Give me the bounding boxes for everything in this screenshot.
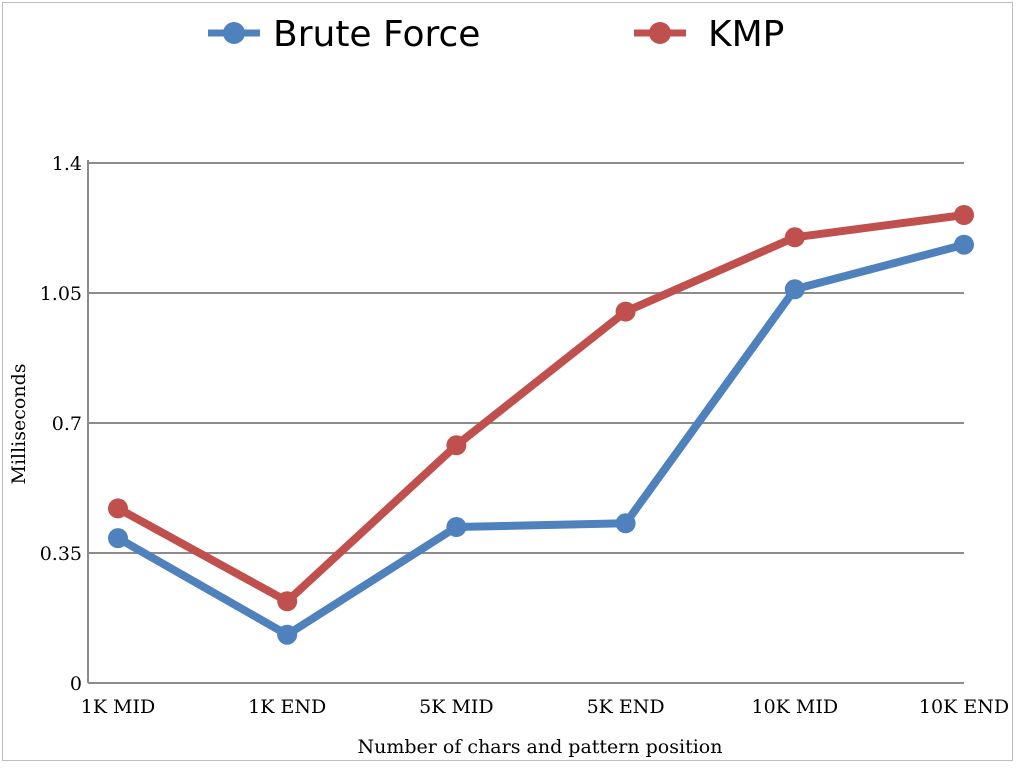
legend-item-kmp: KMP bbox=[634, 14, 784, 55]
data-point-brute-force bbox=[446, 517, 467, 537]
data-point-brute-force bbox=[615, 513, 636, 534]
data-point-brute-force bbox=[784, 279, 805, 300]
x-tick-label: 1K MID bbox=[81, 696, 156, 718]
legend-item-brute-force: Brute Force bbox=[208, 14, 480, 55]
x-axis-title: Number of chars and pattern position bbox=[358, 736, 723, 758]
x-tick-label: 5K MID bbox=[419, 696, 494, 718]
axes bbox=[87, 160, 964, 684]
data-point-brute-force bbox=[954, 234, 974, 255]
grid-lines bbox=[88, 162, 964, 554]
legend-label-brute-force: Brute Force bbox=[273, 14, 480, 55]
x-tick-label: 5K END bbox=[587, 696, 665, 718]
data-point-kmp bbox=[446, 435, 467, 456]
x-tick-label: 10K END bbox=[919, 696, 1009, 718]
x-tick-label: 1K END bbox=[248, 696, 326, 718]
data-point-kmp bbox=[954, 205, 974, 225]
data-point-kmp bbox=[277, 591, 298, 612]
legend-swatch-marker bbox=[649, 22, 671, 44]
legend-swatch-marker bbox=[223, 22, 245, 44]
series-line-kmp bbox=[114, 211, 968, 606]
y-tick-labels: 0 0.35 0.7 1.05 1.4 bbox=[40, 153, 82, 695]
y-tick-label: 0.35 bbox=[40, 543, 82, 565]
y-axis-title: Milliseconds bbox=[8, 364, 30, 485]
legend-label-kmp: KMP bbox=[708, 14, 784, 55]
legend: Brute Force KMP bbox=[208, 14, 784, 55]
data-point-brute-force bbox=[108, 528, 128, 549]
data-point-kmp bbox=[108, 498, 128, 519]
y-tick-label: 0.7 bbox=[52, 413, 82, 435]
data-point-kmp bbox=[615, 301, 636, 322]
data-point-brute-force bbox=[277, 624, 298, 645]
x-tick-labels: 1K MID 1K END 5K MID 5K END 10K MID 10K END bbox=[81, 696, 1009, 718]
data-point-kmp bbox=[784, 227, 805, 248]
series-line-brute-force bbox=[114, 240, 968, 639]
x-tick-label: 10K MID bbox=[751, 696, 838, 718]
y-tick-label: 1.4 bbox=[52, 153, 82, 175]
y-tick-label: 1.05 bbox=[40, 283, 82, 305]
series-lines bbox=[108, 205, 974, 645]
chart-frame bbox=[2, 2, 1013, 761]
y-tick-label: 0 bbox=[70, 673, 82, 695]
